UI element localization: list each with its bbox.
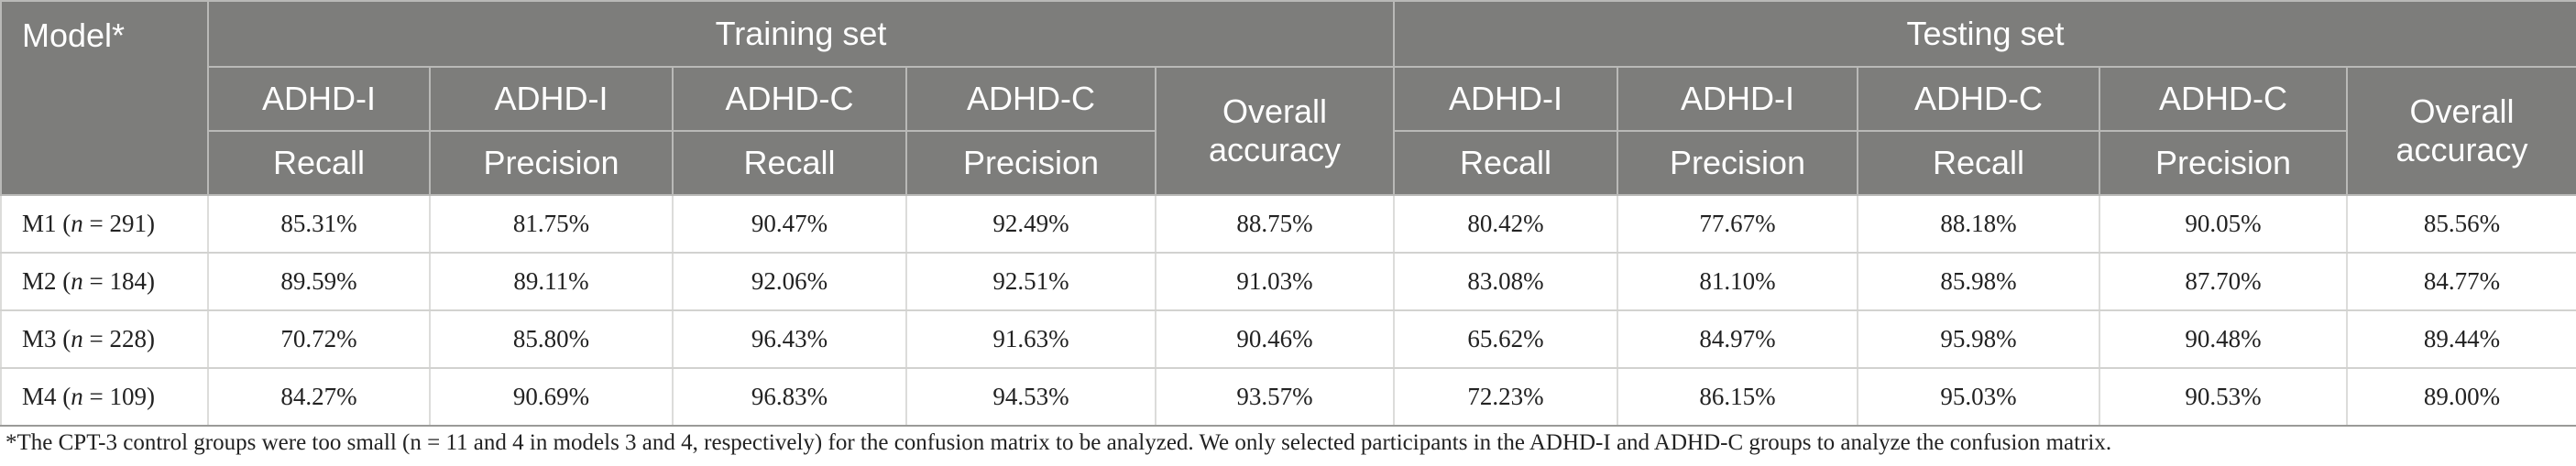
table-cell: 85.80%: [429, 310, 674, 369]
table-cell: 95.98%: [1857, 310, 2100, 369]
table-cell: 72.23%: [1393, 368, 1618, 427]
test-group-3: ADHD-C: [1857, 66, 2100, 132]
table-cell: 89.59%: [207, 253, 431, 311]
table-cell: 91.63%: [905, 310, 1156, 369]
test-metric-4: Precision: [2099, 130, 2348, 196]
train-metric-3: Recall: [672, 130, 907, 196]
test-group-1: ADHD-I: [1393, 66, 1618, 132]
table-cell: 88.75%: [1155, 195, 1395, 254]
test-metric-2: Precision: [1617, 130, 1858, 196]
table-cell: 83.08%: [1393, 253, 1618, 311]
train-group-1: ADHD-I: [207, 66, 431, 132]
model-header: Model*: [0, 0, 209, 196]
table-cell: 80.42%: [1393, 195, 1618, 254]
train-metric-4: Precision: [905, 130, 1156, 196]
table-cell: 90.48%: [2099, 310, 2348, 369]
table-cell: 96.43%: [672, 310, 907, 369]
table-cell: 95.03%: [1857, 368, 2100, 427]
model-label: M3 (n = 228): [0, 310, 209, 369]
table-cell: 70.72%: [207, 310, 431, 369]
table-cell: 77.67%: [1617, 195, 1858, 254]
table-cell: 93.57%: [1155, 368, 1395, 427]
table-body: M1 (n = 291) 85.31% 81.75% 90.47% 92.49% 88.7…: [0, 195, 2576, 427]
test-metric-3: Recall: [1857, 130, 2100, 196]
train-group-4: ADHD-C: [905, 66, 1156, 132]
table-cell: 85.56%: [2345, 195, 2576, 254]
table-cell: 84.77%: [2345, 253, 2576, 311]
table-cell: 84.27%: [207, 368, 431, 427]
table-cell: 90.53%: [2099, 368, 2348, 427]
table-cell: 89.44%: [2345, 310, 2576, 369]
results-table: Model* Training set Testing set ADHD-I A…: [0, 0, 2576, 427]
table-cell: 85.98%: [1857, 253, 2100, 311]
table-cell: 92.06%: [672, 253, 907, 311]
table-row: M4 (n = 109) 84.27% 90.69% 96.83% 94.53% 93.5…: [0, 368, 2576, 427]
table-cell: 90.46%: [1155, 310, 1395, 369]
model-label: M1 (n = 291): [0, 195, 209, 254]
testing-set-header: Testing set: [1392, 0, 2576, 68]
table-cell: 89.11%: [429, 253, 674, 311]
table-cell: 65.62%: [1393, 310, 1618, 369]
table-cell: 91.03%: [1155, 253, 1395, 311]
train-group-3: ADHD-C: [672, 66, 907, 132]
test-metric-1: Recall: [1393, 130, 1618, 196]
table-cell: 86.15%: [1617, 368, 1858, 427]
table-cell: 84.97%: [1617, 310, 1858, 369]
footnote: *The CPT-3 control groups were too small…: [5, 430, 2112, 455]
model-label: M2 (n = 184): [0, 253, 209, 311]
table-cell: 92.49%: [905, 195, 1156, 254]
table-row: M3 (n = 228) 70.72% 85.80% 96.43% 91.63% 90.4…: [0, 310, 2576, 369]
table-cell: 90.05%: [2099, 195, 2348, 254]
table-cell: 81.10%: [1617, 253, 1858, 311]
training-set-header: Training set: [207, 0, 1395, 68]
test-overall-accuracy-header: Overall accuracy: [2345, 66, 2576, 196]
test-group-4: ADHD-C: [2099, 66, 2348, 132]
train-metric-1: Recall: [207, 130, 431, 196]
table-cell: 90.47%: [672, 195, 907, 254]
table-cell: 87.70%: [2099, 253, 2348, 311]
table-cell: 94.53%: [905, 368, 1156, 427]
table-cell: 88.18%: [1857, 195, 2100, 254]
train-group-2: ADHD-I: [429, 66, 674, 132]
model-label: M4 (n = 109): [0, 368, 209, 427]
test-group-2: ADHD-I: [1617, 66, 1858, 132]
table-cell: 90.69%: [429, 368, 674, 427]
train-metric-2: Precision: [429, 130, 674, 196]
table-row: M2 (n = 184) 89.59% 89.11% 92.06% 92.51% 91.0…: [0, 253, 2576, 311]
table-cell: 85.31%: [207, 195, 431, 254]
train-overall-accuracy-header: Overall accuracy: [1155, 66, 1395, 196]
table-cell: 81.75%: [429, 195, 674, 254]
table-row: M1 (n = 291) 85.31% 81.75% 90.47% 92.49% 88.7…: [0, 195, 2576, 254]
table-cell: 89.00%: [2345, 368, 2576, 427]
table-cell: 92.51%: [905, 253, 1156, 311]
table-cell: 96.83%: [672, 368, 907, 427]
